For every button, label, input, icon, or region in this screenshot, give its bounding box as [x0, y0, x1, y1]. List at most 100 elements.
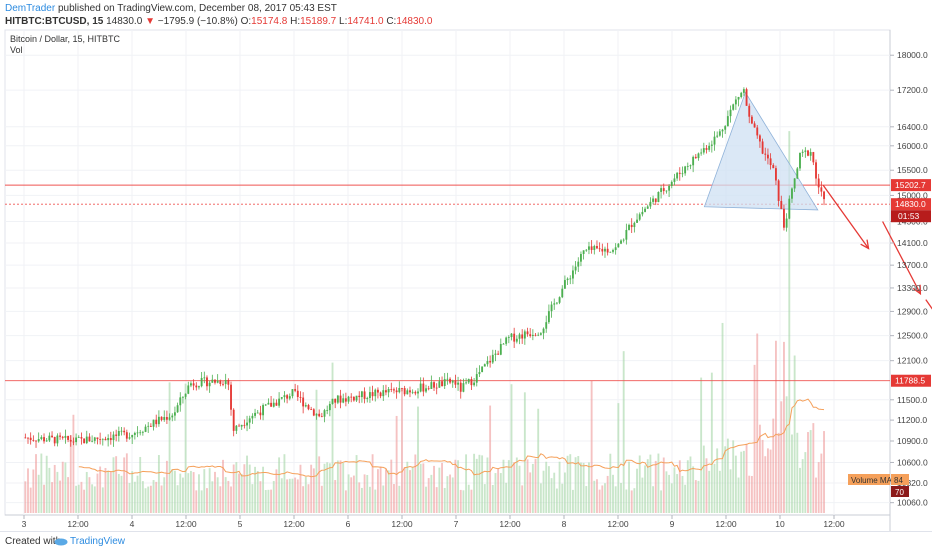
- price-tick-label: 12100.0: [897, 356, 928, 366]
- candle-body: [288, 396, 291, 399]
- volume-bar: [766, 448, 769, 513]
- volume-bar: [155, 481, 158, 513]
- volume-bar: [505, 482, 508, 513]
- created-with-text: Created with: [5, 536, 62, 547]
- volume-bar: [243, 464, 246, 513]
- volume-bar: [465, 454, 468, 513]
- volume-bar: [585, 486, 588, 513]
- price-badges: 15202.7 14830.0 11788.5 01:53 Volume MA 84 70: [848, 179, 931, 497]
- candle-body: [598, 248, 601, 250]
- volume-bar: [419, 463, 422, 513]
- candle-body: [184, 393, 187, 397]
- volume-bar: [633, 488, 636, 513]
- price-badge-label: 11788.5: [895, 376, 925, 386]
- candle-body: [80, 437, 83, 439]
- candle-body: [176, 405, 179, 413]
- candle-body: [219, 380, 222, 384]
- volume-bar: [489, 405, 492, 513]
- candle-body: [692, 156, 695, 166]
- volume-bar: [817, 462, 820, 513]
- candle-body: [494, 353, 497, 355]
- volume-bar: [718, 470, 721, 513]
- volume-bar: [272, 480, 275, 513]
- volume-bar: [529, 472, 532, 513]
- candle-body: [681, 173, 684, 175]
- volume-ma-line: [78, 398, 825, 478]
- author-link[interactable]: DemTrader: [5, 3, 56, 14]
- volume-bar: [360, 487, 363, 513]
- price-tick-label: 11200.0: [897, 415, 927, 425]
- candle-body: [791, 188, 793, 199]
- candle-body: [668, 185, 671, 191]
- volume-bar: [652, 486, 655, 513]
- volume-bar: [198, 474, 200, 513]
- candle-body: [823, 191, 825, 200]
- volume-bar: [481, 455, 484, 513]
- candle-body: [139, 432, 142, 434]
- tradingview-link[interactable]: TradingView: [70, 536, 126, 547]
- volume-bar: [96, 473, 99, 513]
- candle-body: [165, 417, 168, 420]
- candle-body: [69, 439, 72, 442]
- price-chart[interactable]: 18000.0 17200.0 16400.0 16000.0 15500.0 15000…: [0, 0, 932, 531]
- candle-body: [783, 208, 785, 228]
- volume-bar: [537, 408, 540, 513]
- volume-bar: [713, 463, 716, 513]
- candle-body: [486, 361, 489, 365]
- time-axis-labels: 3 12:00 4 12:00 5 12:00 6 12:00 7 12:00 8 12:00 9 12:…: [22, 515, 845, 529]
- volume-bar: [555, 488, 558, 513]
- forecast-arrows[interactable]: [822, 184, 932, 376]
- candle-body: [315, 413, 318, 416]
- candle-body: [360, 391, 363, 398]
- volume-bar: [662, 457, 665, 513]
- forecast-arrow-line[interactable]: [822, 184, 870, 249]
- triangle-shape[interactable]: [703, 91, 819, 211]
- volume-ma-value: 84: [894, 476, 903, 485]
- volume-bar: [222, 459, 224, 513]
- candle-body: [742, 89, 745, 93]
- candle-body: [136, 432, 139, 434]
- volume-bar: [336, 460, 339, 513]
- volume-bar: [499, 473, 502, 513]
- candle-body: [75, 437, 78, 443]
- candle-body: [347, 396, 350, 402]
- volume-bar: [224, 477, 227, 513]
- candle-body: [59, 435, 61, 437]
- volume-bar: [457, 460, 460, 513]
- candle-body: [296, 390, 299, 398]
- candle-body: [807, 150, 809, 156]
- candle-body: [133, 432, 136, 435]
- volume-bar: [791, 434, 793, 513]
- candle-body: [620, 240, 622, 244]
- forecast-arrow-head[interactable]: [860, 239, 870, 250]
- volume-bar: [513, 462, 516, 513]
- publish-line: DemTrader published on TradingView.com, …: [5, 3, 337, 14]
- candle-body: [246, 422, 248, 426]
- volume-bar: [128, 482, 131, 513]
- volume-bar: [799, 467, 801, 513]
- volume-bar: [494, 473, 497, 513]
- price-tick-label: 15000.0: [897, 190, 928, 200]
- candle-body: [216, 380, 219, 383]
- candle-body: [489, 361, 492, 363]
- forecast-arrow-head[interactable]: [912, 284, 922, 296]
- volume-bar: [750, 475, 753, 513]
- candle-body: [427, 388, 430, 390]
- candle-body: [694, 156, 697, 159]
- price-tick-label: 12900.0: [897, 306, 928, 316]
- candle-body: [665, 190, 668, 192]
- volume-bar: [318, 456, 321, 513]
- candle-body: [585, 249, 588, 251]
- volume-bar: [149, 485, 152, 513]
- candle-body: [777, 180, 780, 201]
- candle-body: [625, 229, 628, 240]
- volume-bar: [785, 396, 788, 513]
- triangle-pattern[interactable]: [703, 91, 819, 211]
- legend-vol: Vol: [10, 45, 23, 55]
- candle-body: [622, 239, 625, 241]
- volume-bar: [350, 477, 353, 513]
- candle-body: [275, 402, 278, 406]
- open-label: O:: [240, 16, 252, 27]
- forecast-arrow-line[interactable]: [882, 221, 921, 295]
- volume-bar: [168, 382, 171, 513]
